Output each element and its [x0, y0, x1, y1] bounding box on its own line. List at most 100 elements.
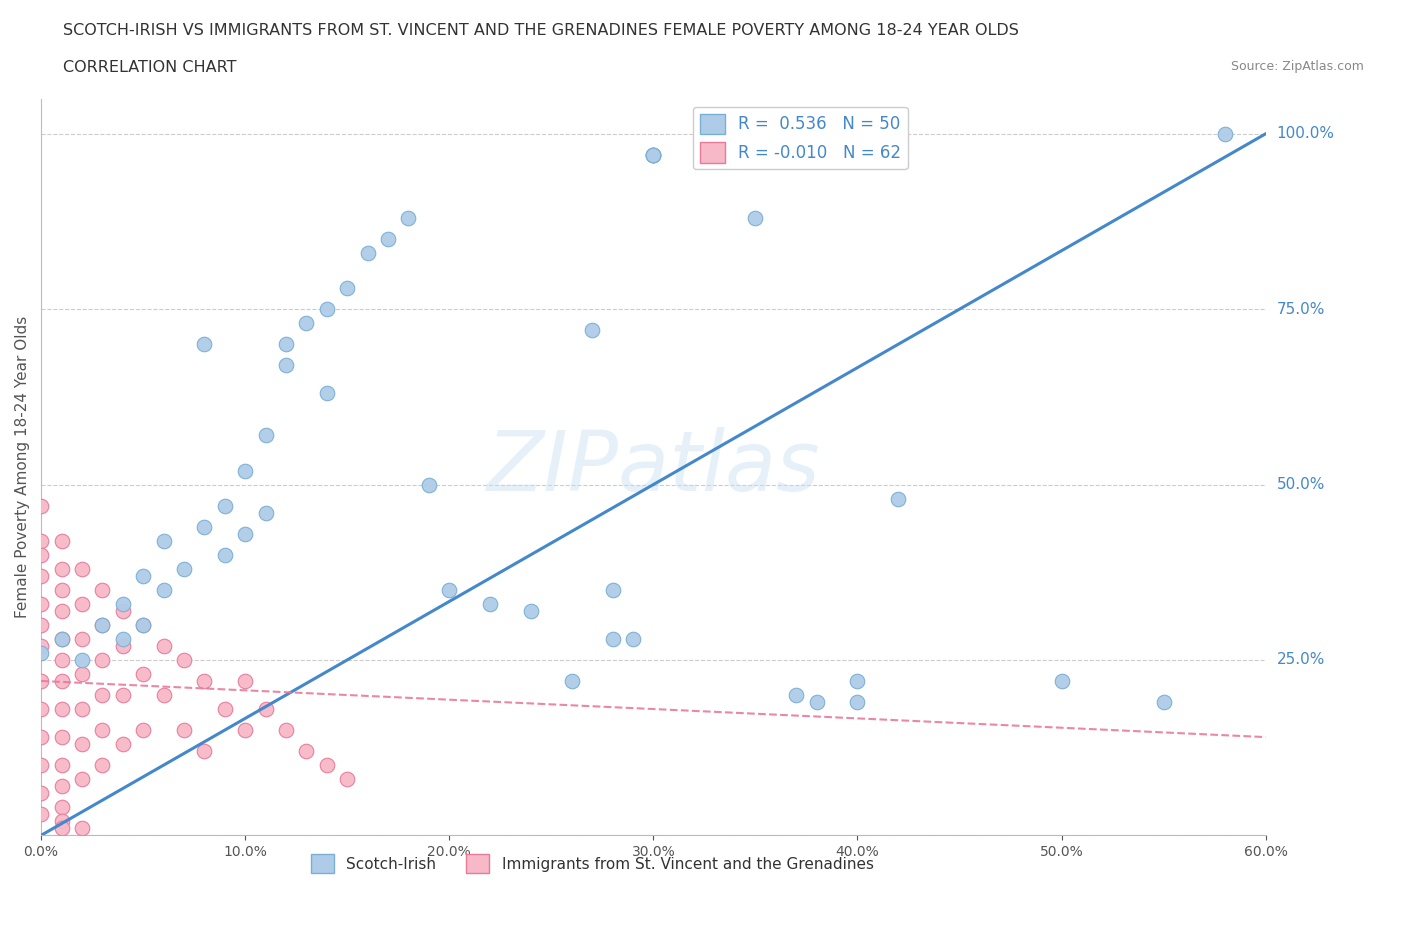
Text: 25.0%: 25.0% — [1277, 653, 1324, 668]
Point — [439, 582, 461, 597]
Point — [785, 687, 807, 702]
Point — [132, 618, 155, 632]
Point — [152, 639, 174, 654]
Point — [233, 463, 256, 478]
Point — [132, 618, 155, 632]
Text: 50.0%: 50.0% — [1277, 477, 1324, 492]
Point — [744, 210, 766, 225]
Point — [30, 639, 52, 654]
Point — [30, 618, 52, 632]
Point — [336, 772, 359, 787]
Point — [91, 582, 114, 597]
Point — [520, 604, 543, 618]
Point — [315, 386, 337, 401]
Text: Source: ZipAtlas.com: Source: ZipAtlas.com — [1230, 60, 1364, 73]
Text: 100.0%: 100.0% — [1277, 126, 1334, 141]
Point — [621, 631, 644, 646]
Point — [315, 758, 337, 773]
Point — [30, 568, 52, 583]
Point — [173, 723, 195, 737]
Point — [602, 582, 624, 597]
Point — [152, 533, 174, 548]
Point — [398, 210, 420, 225]
Point — [295, 744, 318, 759]
Point — [91, 653, 114, 668]
Point — [581, 323, 603, 338]
Point — [51, 604, 73, 618]
Point — [70, 772, 93, 787]
Point — [295, 316, 318, 331]
Point — [51, 582, 73, 597]
Point — [111, 631, 134, 646]
Point — [315, 301, 337, 316]
Point — [70, 631, 93, 646]
Point — [643, 147, 665, 162]
Point — [377, 232, 399, 246]
Point — [111, 687, 134, 702]
Point — [51, 701, 73, 716]
Point — [51, 562, 73, 577]
Point — [132, 723, 155, 737]
Point — [70, 653, 93, 668]
Point — [274, 337, 297, 352]
Point — [51, 533, 73, 548]
Point — [846, 695, 869, 710]
Point — [1153, 695, 1175, 710]
Point — [30, 701, 52, 716]
Point — [479, 596, 502, 611]
Point — [111, 596, 134, 611]
Point — [846, 673, 869, 688]
Point — [887, 491, 910, 506]
Point — [336, 281, 359, 296]
Point — [193, 519, 215, 534]
Point — [233, 723, 256, 737]
Point — [30, 673, 52, 688]
Point — [173, 562, 195, 577]
Point — [233, 526, 256, 541]
Point — [214, 498, 236, 513]
Point — [233, 673, 256, 688]
Point — [254, 505, 277, 520]
Point — [152, 687, 174, 702]
Point — [643, 147, 665, 162]
Point — [70, 701, 93, 716]
Point — [193, 673, 215, 688]
Point — [30, 547, 52, 562]
Point — [70, 821, 93, 836]
Point — [254, 428, 277, 443]
Point — [274, 723, 297, 737]
Point — [30, 596, 52, 611]
Point — [30, 758, 52, 773]
Point — [274, 358, 297, 373]
Point — [91, 687, 114, 702]
Point — [643, 147, 665, 162]
Point — [51, 653, 73, 668]
Point — [152, 582, 174, 597]
Point — [132, 568, 155, 583]
Point — [356, 246, 378, 260]
Point — [30, 645, 52, 660]
Point — [132, 667, 155, 682]
Point — [1213, 126, 1236, 141]
Point — [643, 147, 665, 162]
Point — [51, 821, 73, 836]
Point — [111, 737, 134, 751]
Point — [173, 653, 195, 668]
Point — [30, 533, 52, 548]
Point — [602, 631, 624, 646]
Y-axis label: Female Poverty Among 18-24 Year Olds: Female Poverty Among 18-24 Year Olds — [15, 316, 30, 618]
Point — [1050, 673, 1073, 688]
Point — [193, 337, 215, 352]
Point — [70, 562, 93, 577]
Point — [418, 477, 440, 492]
Point — [51, 730, 73, 745]
Point — [51, 800, 73, 815]
Point — [51, 631, 73, 646]
Text: 75.0%: 75.0% — [1277, 301, 1324, 316]
Point — [111, 604, 134, 618]
Point — [111, 639, 134, 654]
Point — [70, 667, 93, 682]
Point — [214, 701, 236, 716]
Point — [51, 673, 73, 688]
Point — [51, 758, 73, 773]
